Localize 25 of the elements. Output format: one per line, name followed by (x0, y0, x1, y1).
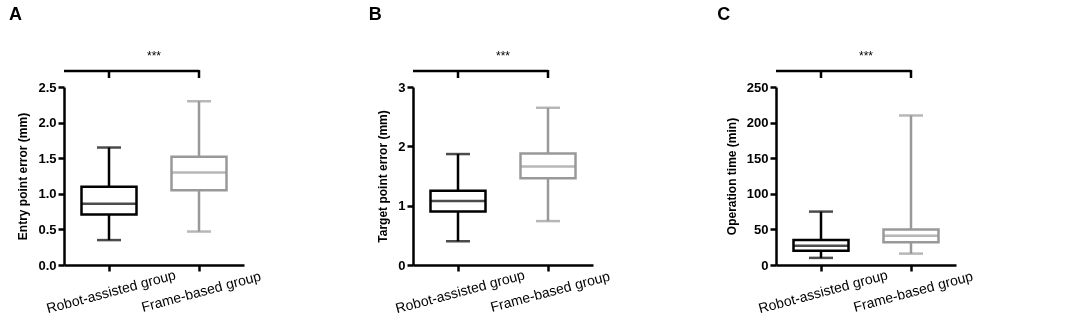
y-tick-label: 3 (398, 79, 406, 95)
y-axis-title: Operation time (min) (724, 117, 739, 236)
y-tick-label: 2 (398, 138, 406, 154)
y-tick-label: 0.5 (38, 221, 57, 237)
y-tick-label: 0 (398, 257, 406, 273)
y-tick-label: 150 (746, 150, 769, 166)
y-tick-label: 2.0 (38, 115, 57, 131)
y-tick-label: 1.5 (38, 150, 57, 166)
y-tick-label: 1.0 (38, 186, 57, 202)
text: *** (495, 49, 511, 63)
text: *** (858, 49, 874, 63)
y-axis-title: Entry point error (mm) (16, 112, 31, 241)
chart-title: B (368, 4, 382, 24)
y-tick-label: 0 (761, 257, 769, 273)
y-tick-label: 0.0 (38, 257, 57, 273)
y-tick-label: 250 (746, 79, 769, 95)
chart-title: A (8, 4, 22, 24)
y-axis-title: Target point error (mm) (376, 110, 391, 243)
chart-title: C (717, 4, 731, 24)
y-tick-label: 1 (398, 198, 406, 214)
y-tick-label: 2.5 (38, 79, 57, 95)
y-tick-label: 200 (746, 115, 769, 131)
text: *** (146, 49, 162, 63)
y-tick-label: 50 (754, 221, 769, 237)
y-tick-label: 100 (746, 186, 769, 202)
